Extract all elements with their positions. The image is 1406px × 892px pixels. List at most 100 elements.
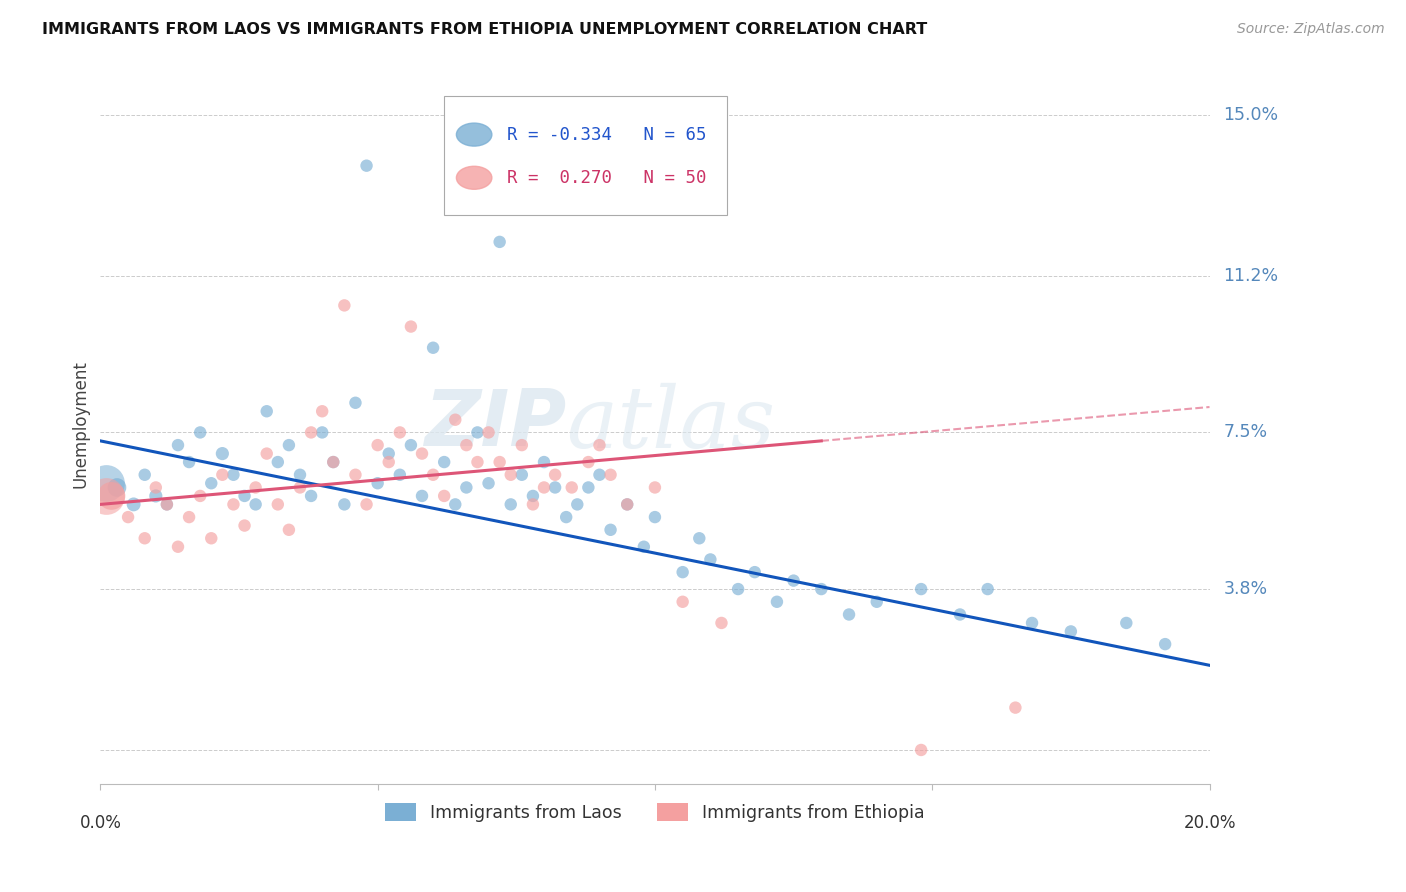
Point <box>710 615 733 630</box>
Point <box>134 531 156 545</box>
Point <box>727 582 749 596</box>
Point <box>399 319 422 334</box>
Point <box>344 467 367 482</box>
Point <box>156 497 179 511</box>
Text: atlas: atlas <box>567 383 775 466</box>
Point <box>100 489 122 503</box>
Text: 7.5%: 7.5% <box>1223 424 1268 442</box>
Point <box>544 480 567 494</box>
Y-axis label: Unemployment: Unemployment <box>72 360 89 488</box>
Point <box>299 489 322 503</box>
Point <box>356 159 378 173</box>
Point <box>510 438 533 452</box>
Text: 3.8%: 3.8% <box>1223 580 1268 598</box>
FancyBboxPatch shape <box>444 96 727 215</box>
Text: ZIP: ZIP <box>425 386 567 462</box>
Point <box>333 497 356 511</box>
Point <box>522 489 544 503</box>
Point <box>333 298 356 312</box>
Point <box>456 480 478 494</box>
Point <box>177 510 200 524</box>
Point <box>810 582 832 596</box>
Point <box>288 480 311 494</box>
Point <box>377 455 399 469</box>
Point <box>200 476 222 491</box>
Text: Source: ZipAtlas.com: Source: ZipAtlas.com <box>1237 22 1385 37</box>
Point <box>222 497 245 511</box>
Point <box>156 497 179 511</box>
Point <box>838 607 860 622</box>
Legend: Immigrants from Laos, Immigrants from Ethiopia: Immigrants from Laos, Immigrants from Et… <box>378 797 932 830</box>
Point <box>633 540 655 554</box>
Point <box>322 455 344 469</box>
Point <box>388 425 411 440</box>
Circle shape <box>457 166 492 189</box>
Point <box>256 404 278 418</box>
Point <box>311 425 333 440</box>
Point <box>367 476 389 491</box>
Point <box>588 438 610 452</box>
Point <box>167 540 190 554</box>
Point <box>456 438 478 452</box>
Point <box>444 497 467 511</box>
Point <box>117 510 139 524</box>
Point <box>277 523 299 537</box>
Point <box>299 425 322 440</box>
Point <box>488 235 510 249</box>
Point <box>467 455 489 469</box>
Point <box>688 531 710 545</box>
Point <box>145 480 167 494</box>
Point <box>256 447 278 461</box>
Point <box>411 447 433 461</box>
Point <box>499 497 522 511</box>
Point <box>433 489 456 503</box>
Point <box>211 467 233 482</box>
Point <box>233 489 256 503</box>
Point <box>356 497 378 511</box>
Point <box>644 480 666 494</box>
Point <box>672 565 695 579</box>
Point <box>344 396 367 410</box>
Point <box>122 497 145 511</box>
Point <box>1021 615 1043 630</box>
Text: 0.0%: 0.0% <box>79 814 121 832</box>
Point <box>533 480 555 494</box>
Point <box>576 480 599 494</box>
Point <box>949 607 972 622</box>
Point <box>910 582 932 596</box>
Point <box>367 438 389 452</box>
Point <box>866 595 889 609</box>
Point <box>744 565 766 579</box>
Point <box>467 425 489 440</box>
Point <box>561 480 583 494</box>
Point <box>94 489 117 503</box>
Point <box>616 497 638 511</box>
Point <box>245 497 267 511</box>
Point <box>599 467 621 482</box>
Point <box>544 467 567 482</box>
Point <box>188 489 211 503</box>
Point <box>699 552 721 566</box>
Point <box>211 447 233 461</box>
Point <box>782 574 804 588</box>
Point <box>588 467 610 482</box>
Point <box>499 467 522 482</box>
Point <box>145 489 167 503</box>
Text: IMMIGRANTS FROM LAOS VS IMMIGRANTS FROM ETHIOPIA UNEMPLOYMENT CORRELATION CHART: IMMIGRANTS FROM LAOS VS IMMIGRANTS FROM … <box>42 22 928 37</box>
Point <box>616 497 638 511</box>
Point <box>267 455 290 469</box>
Point <box>422 467 444 482</box>
Point <box>477 425 499 440</box>
Point <box>477 476 499 491</box>
Point <box>422 341 444 355</box>
Point <box>576 455 599 469</box>
Point <box>311 404 333 418</box>
Text: 15.0%: 15.0% <box>1223 106 1278 124</box>
Point <box>433 455 456 469</box>
Point <box>322 455 344 469</box>
Point <box>567 497 589 511</box>
Text: R =  0.270   N = 50: R = 0.270 N = 50 <box>508 169 707 186</box>
Circle shape <box>457 123 492 146</box>
Point <box>599 523 621 537</box>
Point <box>766 595 789 609</box>
